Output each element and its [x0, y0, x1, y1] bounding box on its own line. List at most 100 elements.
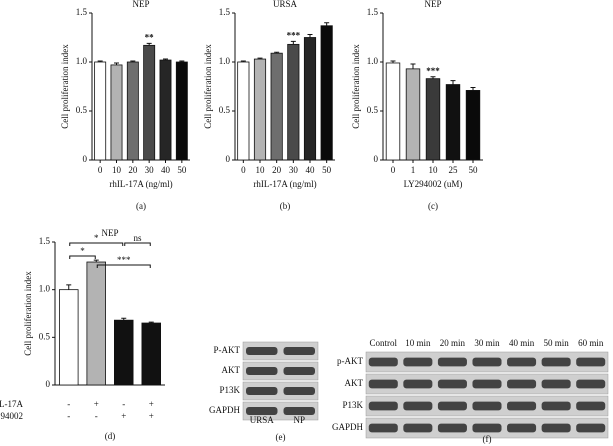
- y-tick-label: 1.5: [367, 7, 379, 17]
- blot-band: [283, 367, 315, 375]
- error-bar: [274, 51, 280, 54]
- y-tick-label: 0.5: [219, 105, 231, 115]
- blot-band: [472, 379, 502, 389]
- bar: [270, 52, 283, 161]
- blot-band: [576, 423, 606, 433]
- y-axis-label: Cell proliferation index: [23, 271, 33, 356]
- blot-strip: [242, 381, 319, 401]
- blot-row-label: AKT: [345, 378, 364, 388]
- blot-column-label: 60 min: [578, 338, 604, 348]
- blot-band: [368, 379, 398, 389]
- bar: [237, 61, 250, 161]
- x-tick-label: 10: [112, 165, 122, 175]
- error-bar: [114, 62, 119, 65]
- blot-row-label: P13K: [219, 385, 240, 395]
- y-tick-label: 1.0: [367, 56, 379, 66]
- blot-band: [437, 423, 467, 433]
- x-tick-label: 40: [161, 165, 171, 175]
- comparison-bracket: [69, 255, 96, 259]
- y-tick-label: 0.5: [367, 105, 379, 115]
- error-bar: [97, 60, 103, 62]
- error-bar: [93, 259, 99, 263]
- condition-sign: +: [149, 411, 154, 421]
- comparison-label: ns: [133, 233, 142, 243]
- blot-band: [246, 367, 278, 375]
- x-tick-label: 20: [128, 165, 138, 175]
- panel-label: (c): [428, 201, 438, 211]
- significance: ***: [287, 30, 301, 40]
- error-bar: [179, 60, 185, 62]
- significance: ***: [426, 66, 440, 76]
- blot-band: [541, 423, 571, 433]
- condition-sign: +: [149, 399, 154, 409]
- error-bar: [410, 63, 416, 69]
- blot-column-label: 10 min: [405, 338, 431, 348]
- bar: [114, 319, 134, 386]
- blot-band: [283, 347, 315, 355]
- bar: [253, 58, 267, 161]
- blot-band: [403, 401, 433, 411]
- bar: [159, 59, 172, 161]
- x-tick-label: 0: [98, 165, 103, 175]
- panel-label: (a): [136, 201, 146, 211]
- blot-row-label: GAPDH: [209, 405, 241, 415]
- x-tick-label: 25: [449, 165, 459, 175]
- blot-band: [507, 379, 537, 389]
- blot-band: [576, 401, 606, 411]
- blot-band: [368, 423, 398, 433]
- chart-title: NEP: [132, 0, 149, 9]
- blot-band: [403, 357, 433, 367]
- bar: [465, 90, 481, 161]
- blot-band: [576, 379, 606, 389]
- x-axis-label: rhIL-17A (ng/ml): [109, 179, 172, 189]
- bar: [94, 61, 107, 161]
- bar: [141, 322, 161, 386]
- x-tick-label: 50: [177, 165, 187, 175]
- bar: [405, 68, 421, 161]
- y-axis-label: Cell proliferation index: [60, 44, 70, 129]
- bar: [287, 43, 300, 161]
- x-axis-label: LY294002 (uM): [404, 179, 463, 189]
- blot-band: [403, 379, 433, 389]
- bar: [143, 44, 156, 161]
- blot-column-label: URSA: [250, 415, 275, 425]
- bar: [126, 61, 139, 161]
- bar: [59, 289, 79, 386]
- bar: [303, 37, 317, 161]
- error-bar: [450, 80, 456, 85]
- error-bar: [290, 40, 296, 45]
- x-tick-label: 10: [429, 165, 439, 175]
- error-bar: [121, 317, 127, 321]
- bar: [110, 64, 123, 161]
- comparison-bracket: [96, 264, 151, 268]
- error-bar: [148, 321, 154, 324]
- bar: [385, 62, 401, 161]
- error-bar: [66, 284, 72, 290]
- comparison-label: ***: [117, 255, 131, 265]
- error-bar: [146, 42, 152, 46]
- chart-title: URSA: [273, 0, 298, 9]
- blot-band: [507, 423, 537, 433]
- blot-column-label: Control: [370, 338, 398, 348]
- condition-sign: +: [94, 399, 99, 409]
- blot-column-label: NP: [293, 415, 305, 425]
- y-tick-label: 0: [374, 154, 379, 164]
- condition-name: rhIL-17A: [0, 399, 23, 409]
- bar: [445, 84, 461, 161]
- y-tick-label: 1.0: [219, 56, 231, 66]
- error-bar: [430, 76, 436, 79]
- blot-band: [246, 387, 278, 395]
- error-bar: [257, 57, 263, 60]
- x-tick-label: 50: [469, 165, 479, 175]
- bar: [425, 78, 441, 161]
- comparison-bracket: [124, 242, 151, 246]
- blot-band: [541, 357, 571, 367]
- error-bar: [130, 60, 136, 62]
- error-bar: [163, 58, 168, 61]
- y-tick-label: 1.5: [219, 7, 231, 17]
- comparison-label: *: [80, 246, 85, 256]
- y-tick-label: 0.5: [76, 105, 88, 115]
- blot-band: [368, 401, 398, 411]
- blot-band: [541, 379, 571, 389]
- x-axis-label: rhIL-17A (ng/ml): [253, 179, 316, 189]
